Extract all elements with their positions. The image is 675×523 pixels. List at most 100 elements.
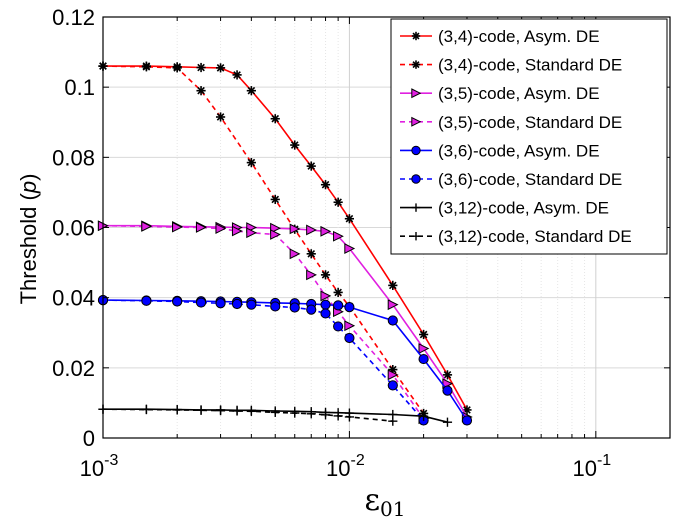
triangle-marker <box>306 269 317 281</box>
circle-marker <box>411 174 421 184</box>
asterisk-marker <box>443 371 452 379</box>
x-tick-label: 10-3 <box>80 452 119 481</box>
circle-marker <box>141 295 152 306</box>
asterisk-marker <box>271 195 280 204</box>
legend-item: (3,4)-code, Standard DE <box>400 56 622 75</box>
circle-marker <box>333 321 344 332</box>
series-line <box>102 65 425 414</box>
y-tick-label: 0.04 <box>52 286 95 311</box>
x-tick-label: 10-2 <box>326 452 365 481</box>
circle-marker <box>270 301 281 312</box>
legend: (3,4)-code, Asym. DE (3,4)-code, Standard… <box>390 18 668 255</box>
triangle-marker <box>270 222 281 234</box>
asterisk-marker <box>334 198 342 207</box>
triangle-marker <box>387 299 399 311</box>
circle-marker <box>172 296 183 307</box>
legend-label: (3,4)-code, Asym. DE <box>438 27 600 46</box>
legend-box <box>390 18 668 255</box>
triangle-marker <box>289 248 301 260</box>
asterisk-marker <box>173 64 181 72</box>
triangle-marker <box>387 369 399 381</box>
legend-item: (3,4)-code, Asym. DE <box>400 27 600 46</box>
triangle-marker <box>246 227 258 239</box>
circle-marker <box>215 298 226 309</box>
asterisk-marker <box>419 330 428 339</box>
y-axis-label: Threshold (p) <box>16 174 41 305</box>
triangle-marker <box>320 290 332 302</box>
circle-marker <box>320 308 331 319</box>
asterisk-marker <box>233 71 241 79</box>
asterisk-marker <box>271 114 280 123</box>
tick-labels: 0 0.02 0.04 0.06 0.08 0.1 0.12 10-3 10-2 10-1 <box>52 5 611 481</box>
ticks <box>102 16 671 439</box>
legend-item: (3,5)-code, Standard DE <box>400 113 622 132</box>
triangle-marker <box>418 343 430 354</box>
circle-marker <box>231 298 243 310</box>
circle-marker <box>411 145 421 156</box>
asterisk-marker <box>334 288 342 297</box>
triangle-marker <box>215 223 227 234</box>
legend-label: (3,4)-code, Standard DE <box>438 56 622 75</box>
y-tick-label: 0.02 <box>52 356 95 381</box>
legend-item: (3,6)-code, Asym. DE <box>400 141 600 160</box>
asterisk-marker <box>412 32 420 40</box>
asterisk-marker <box>197 63 205 72</box>
legend-label: (3,12)-code, Standard DE <box>438 227 632 246</box>
circle-marker <box>344 332 355 344</box>
asterisk-marker <box>321 180 330 189</box>
triangle-marker <box>306 224 317 236</box>
asterisk-marker <box>412 61 420 69</box>
asterisk-marker <box>247 158 256 167</box>
circle-marker <box>195 297 207 308</box>
asterisk-marker <box>247 86 256 95</box>
triangle-marker <box>411 116 422 127</box>
y-tick-label: 0.12 <box>52 5 95 30</box>
triangle-marker <box>289 223 301 235</box>
asterisk-marker <box>216 113 225 121</box>
circle-marker <box>333 300 344 311</box>
asterisk-marker <box>345 214 354 223</box>
series-8 <box>98 404 398 426</box>
legend-label: (3,12)-code, Asym. DE <box>438 199 609 218</box>
triangle-marker <box>141 221 153 232</box>
triangle-marker <box>172 221 183 233</box>
asterisk-marker <box>142 62 151 71</box>
asterisk-marker <box>321 271 330 279</box>
circle-marker <box>418 353 429 365</box>
asterisk-marker <box>307 162 316 170</box>
triangle-marker <box>231 225 243 237</box>
x-axis-label: ε01 <box>365 483 406 521</box>
legend-label: (3,5)-code, Standard DE <box>438 113 622 132</box>
circle-marker <box>387 380 398 391</box>
circle-marker <box>344 302 355 313</box>
triangle-marker <box>320 225 332 237</box>
legend-label: (3,5)-code, Asym. DE <box>438 84 600 103</box>
circle-marker <box>387 315 398 326</box>
asterisk-marker <box>216 64 225 72</box>
y-tick-label: 0 <box>83 426 95 451</box>
triangle-marker <box>344 243 356 254</box>
y-tick-label: 0.1 <box>64 75 95 100</box>
legend-label: (3,6)-code, Asym. DE <box>438 141 600 160</box>
y-tick-label: 0.06 <box>52 216 95 241</box>
circle-marker <box>320 299 331 310</box>
circle-marker <box>442 385 453 396</box>
triangle-marker <box>195 222 207 233</box>
triangle-marker <box>333 230 344 242</box>
circle-marker <box>306 304 317 315</box>
asterisk-marker <box>197 86 205 95</box>
legend-item: (3,5)-code, Asym. DE <box>400 84 600 103</box>
x-tick-label: 10-1 <box>572 452 611 481</box>
triangle-marker <box>411 88 422 99</box>
legend-item: (3,6)-code, Standard DE <box>400 170 622 189</box>
series-line <box>103 408 448 423</box>
circle-marker <box>461 415 473 426</box>
series-6 <box>97 295 429 426</box>
circle-marker <box>246 299 257 310</box>
triangle-marker <box>270 229 281 240</box>
asterisk-marker <box>388 281 397 290</box>
circle-marker <box>289 302 300 313</box>
asterisk-marker <box>290 141 299 149</box>
legend-item: (3,12)-code, Asym. DE <box>400 199 609 218</box>
